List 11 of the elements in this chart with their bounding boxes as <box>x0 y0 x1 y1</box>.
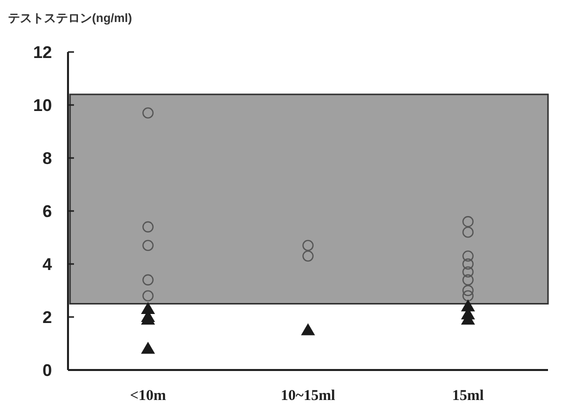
y-tick-label: 6 <box>42 202 52 221</box>
y-tick-label: 10 <box>33 96 52 115</box>
x-tick-label: <10m <box>130 388 167 404</box>
y-tick-label: 4 <box>42 255 53 274</box>
y-axis-title: テストステロン(ng/ml) <box>8 11 132 25</box>
y-tick-label: 8 <box>42 149 52 168</box>
y-tick-label: 0 <box>42 361 52 380</box>
y-tick-label: 2 <box>42 308 52 327</box>
x-tick-label: 10~15ml <box>280 388 336 404</box>
x-tick-label: 15ml <box>452 388 484 404</box>
y-tick-label: 12 <box>33 43 52 62</box>
